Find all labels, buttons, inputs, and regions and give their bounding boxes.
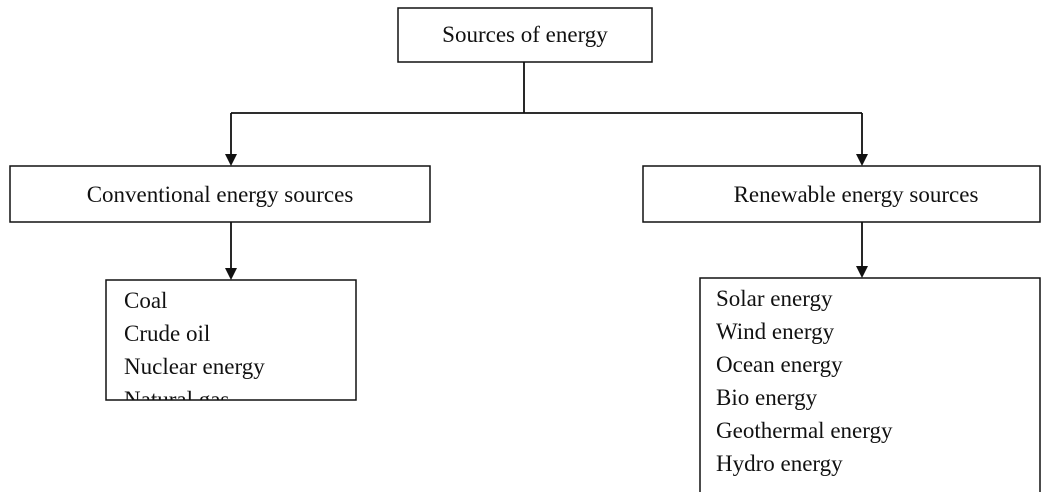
item-label: Hydro energy — [716, 451, 843, 476]
branch-label: Renewable energy sources — [734, 182, 979, 207]
items-box — [699, 277, 1041, 492]
arrowhead — [856, 154, 868, 166]
arrowhead — [225, 268, 237, 280]
arrowhead — [225, 154, 237, 166]
branch-box — [9, 165, 431, 223]
items-list: Solar energy Wind energy Ocean energy Bio e… — [716, 286, 893, 476]
root-box — [397, 7, 653, 63]
root-label: Sources of energy — [442, 22, 608, 47]
item-label: Wind energy — [716, 319, 835, 344]
item-label: Ocean energy — [716, 352, 843, 377]
items-list: Coal Crude oil Nuclear energy Natural gas — [124, 288, 265, 412]
items-box — [105, 279, 357, 401]
item-label: Crude oil — [124, 321, 210, 346]
branch-box — [642, 165, 1041, 223]
item-label: Geothermal energy — [716, 418, 893, 443]
item-label: Solar energy — [716, 286, 833, 311]
item-label: Natural gas — [124, 387, 229, 412]
item-label: Coal — [124, 288, 167, 313]
branch-label: Conventional energy sources — [87, 182, 354, 207]
item-label: Nuclear energy — [124, 354, 265, 379]
arrowhead — [856, 266, 868, 278]
item-label: Bio energy — [716, 385, 818, 410]
